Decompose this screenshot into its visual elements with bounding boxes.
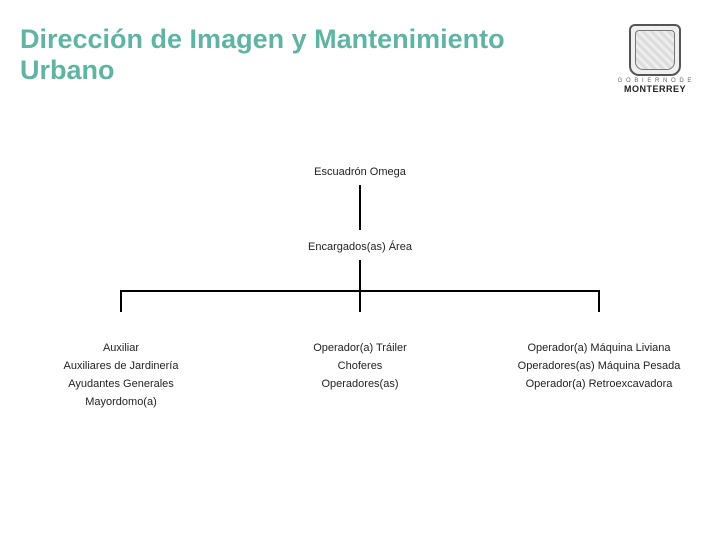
org-item: Operadores(as) Máquina Pesada (499, 358, 699, 375)
logo-city: MONTERREY (624, 84, 686, 94)
connector-line (359, 290, 361, 312)
connector-line (598, 290, 600, 312)
header: Dirección de Imagen y Mantenimiento Urba… (0, 0, 720, 94)
page-title: Dirección de Imagen y Mantenimiento Urba… (20, 24, 580, 86)
connector-line (359, 260, 361, 290)
org-item: Operador(a) Tráiler (260, 340, 460, 357)
column-3: Operador(a) Máquina Liviana Operadores(a… (499, 340, 699, 394)
org-chart: Escuadrón Omega Encargados(as) Área Auxi… (0, 155, 720, 515)
org-item: Choferes (260, 358, 460, 375)
org-item: Auxiliar (21, 340, 221, 357)
org-item: Operador(a) Retroexcavadora (499, 376, 699, 393)
org-item: Operador(a) Máquina Liviana (499, 340, 699, 357)
logo: G O B I E R N O D E MONTERREY (610, 24, 700, 94)
connector-line (120, 290, 122, 312)
node-level2: Encargados(as) Área (270, 240, 450, 254)
node-root: Escuadrón Omega (270, 165, 450, 179)
org-item: Operadores(as) (260, 376, 460, 393)
org-item: Mayordomo(a) (21, 394, 221, 411)
org-item: Auxiliares de Jardinería (21, 358, 221, 375)
org-item: Ayudantes Generales (21, 376, 221, 393)
shield-icon (629, 24, 681, 76)
column-2: Operador(a) Tráiler Choferes Operadores(… (260, 340, 460, 394)
connector-line (359, 185, 361, 230)
column-1: Auxiliar Auxiliares de Jardinería Ayudan… (21, 340, 221, 412)
